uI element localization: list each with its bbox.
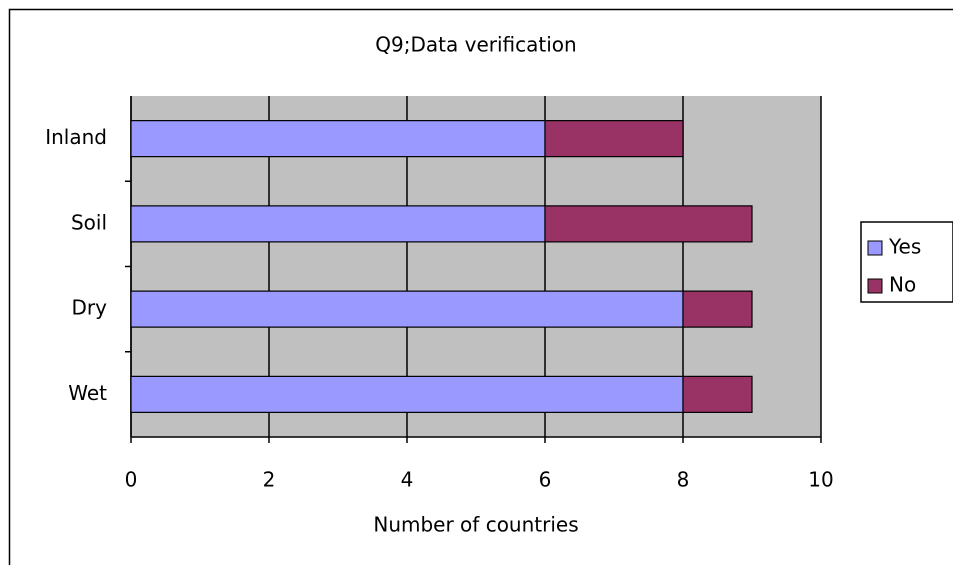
x-tick-label: 6 xyxy=(539,468,552,492)
bar xyxy=(544,120,684,158)
chart-frame xyxy=(8,8,953,565)
x-tick-label: 4 xyxy=(401,468,414,492)
y-tick-label: Soil xyxy=(71,210,107,234)
y-tick-label: Dry xyxy=(72,296,108,320)
y-tick-label: Wet xyxy=(68,381,107,405)
x-tick-label: 2 xyxy=(263,468,276,492)
bar xyxy=(130,375,684,413)
x-axis-title: Number of countries xyxy=(373,513,578,537)
legend-swatch xyxy=(867,278,883,294)
x-tick-label: 8 xyxy=(677,468,690,492)
bar xyxy=(130,205,546,243)
bar xyxy=(682,375,753,413)
bar xyxy=(130,290,684,328)
x-tick-label: 0 xyxy=(125,468,138,492)
bar xyxy=(682,290,753,328)
bar xyxy=(130,120,546,158)
legend-label: No xyxy=(889,273,916,297)
chart-title: Q9;Data verification xyxy=(375,33,576,57)
legend-label: Yes xyxy=(888,235,921,259)
legend-swatch xyxy=(867,240,883,256)
bar xyxy=(544,205,753,243)
x-tick-label: 10 xyxy=(808,468,833,492)
y-tick-label: Inland xyxy=(45,125,107,149)
